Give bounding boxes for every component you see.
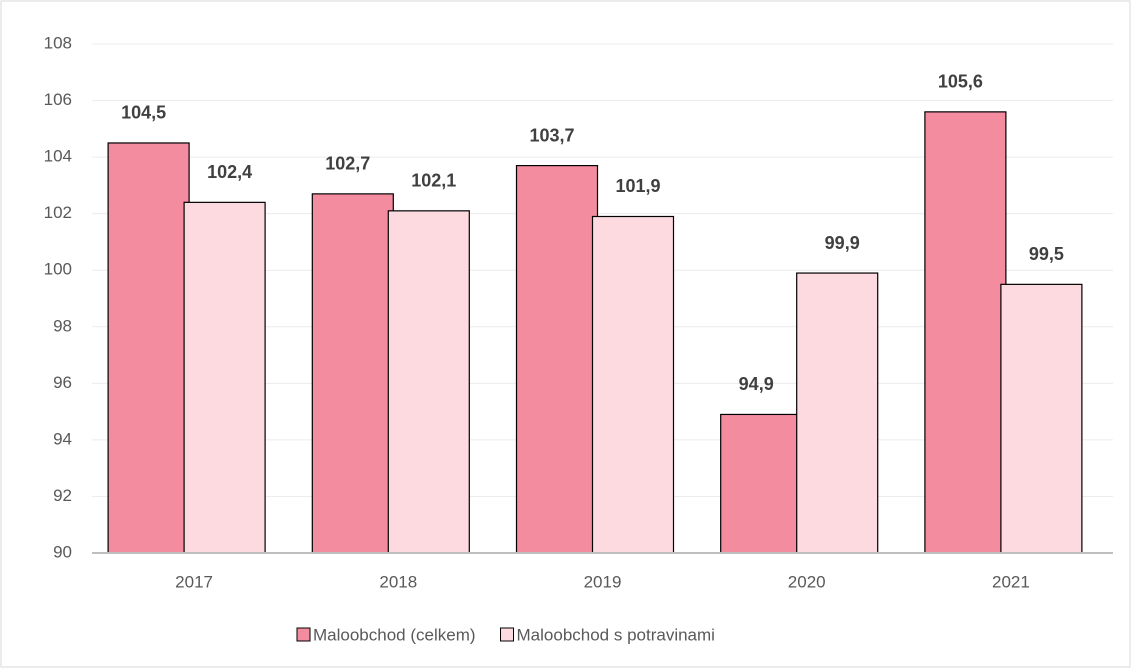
value-label: 101,9 xyxy=(615,176,660,196)
y-tick-label: 104 xyxy=(44,147,72,166)
value-label: 99,9 xyxy=(825,233,860,253)
value-label: 104,5 xyxy=(121,103,166,123)
bar xyxy=(515,164,599,554)
bar xyxy=(387,210,470,554)
bar xyxy=(107,142,190,554)
bar xyxy=(720,413,803,554)
y-tick-label: 106 xyxy=(44,90,72,109)
legend-label: Maloobchod (celkem) xyxy=(313,625,476,644)
value-label: 105,6 xyxy=(938,72,983,92)
bar xyxy=(311,193,394,554)
y-tick-label: 108 xyxy=(44,33,72,52)
bar xyxy=(183,201,266,554)
bar xyxy=(796,272,879,554)
value-label: 102,7 xyxy=(325,154,370,174)
y-tick-label: 102 xyxy=(44,203,72,222)
x-tick-label: 2017 xyxy=(175,572,213,591)
bar xyxy=(1000,283,1083,554)
value-label: 103,7 xyxy=(529,125,574,145)
x-tick-label: 2019 xyxy=(584,572,622,591)
x-tick-label: 2020 xyxy=(788,572,826,591)
y-tick-label: 92 xyxy=(53,486,72,505)
legend-swatch xyxy=(500,627,515,642)
legend-label: Maloobchod s potravinami xyxy=(517,625,715,644)
value-label: 102,4 xyxy=(207,162,252,182)
x-tick-label: 2021 xyxy=(992,572,1030,591)
y-tick-label: 98 xyxy=(53,316,72,335)
bar xyxy=(924,111,1007,554)
bar xyxy=(591,215,675,554)
y-tick-label: 94 xyxy=(53,429,72,448)
legend-swatch xyxy=(296,627,311,642)
y-tick-label: 90 xyxy=(53,542,72,561)
y-tick-label: 96 xyxy=(53,373,72,392)
y-tick-label: 100 xyxy=(44,260,72,279)
x-tick-label: 2018 xyxy=(379,572,417,591)
value-label: 102,1 xyxy=(411,171,456,191)
value-label: 99,5 xyxy=(1029,244,1064,264)
value-label: 94,9 xyxy=(739,374,774,394)
